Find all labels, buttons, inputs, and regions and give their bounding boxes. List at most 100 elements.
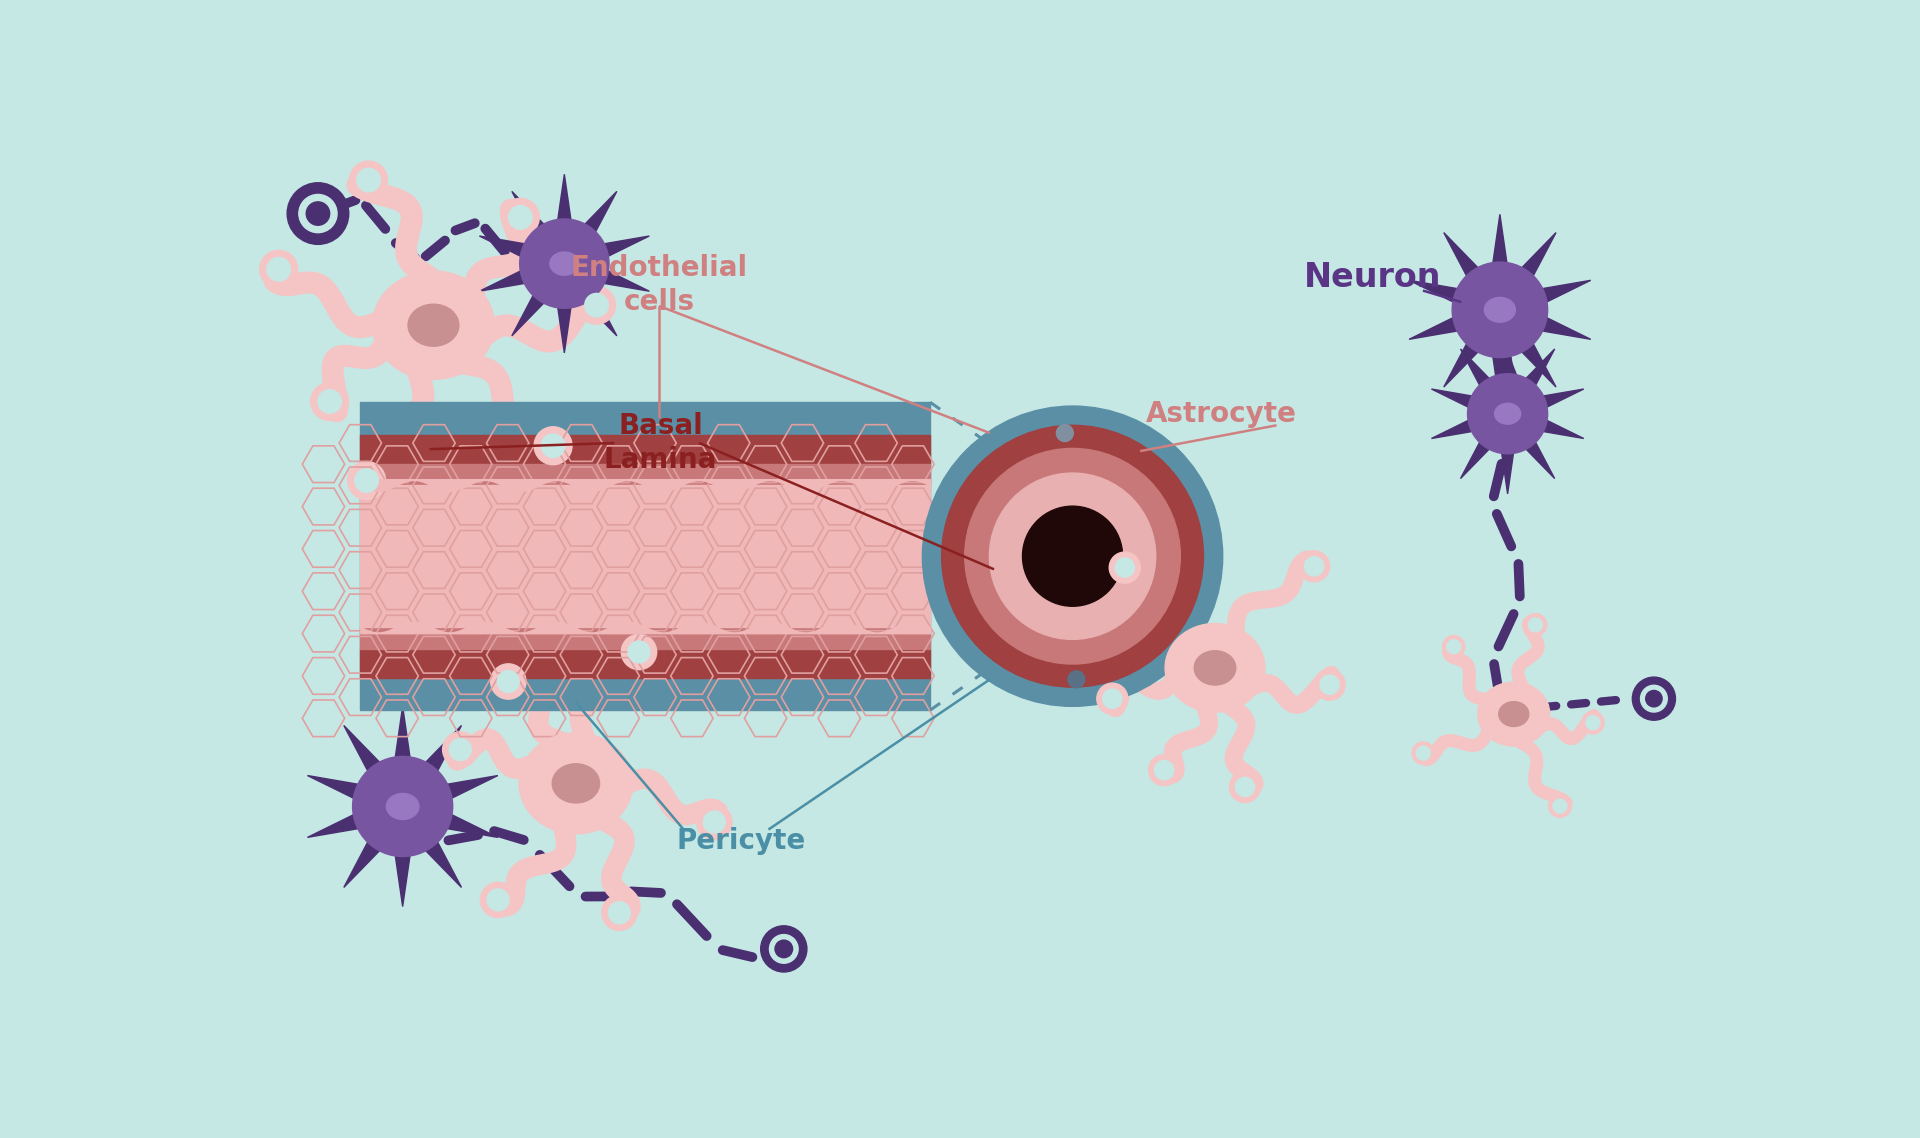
Circle shape [501, 198, 540, 237]
Ellipse shape [409, 304, 459, 346]
Circle shape [770, 934, 799, 963]
Text: Pericyte: Pericyte [678, 827, 806, 855]
Circle shape [488, 889, 509, 910]
Polygon shape [599, 269, 649, 291]
Circle shape [964, 448, 1181, 663]
Text: Astrocyte: Astrocyte [1146, 399, 1296, 428]
Circle shape [492, 663, 526, 699]
Circle shape [267, 257, 290, 281]
Ellipse shape [372, 271, 495, 379]
Polygon shape [1409, 280, 1461, 304]
Circle shape [1528, 618, 1542, 632]
Circle shape [353, 757, 453, 857]
Circle shape [259, 250, 298, 288]
Ellipse shape [1478, 682, 1549, 747]
Polygon shape [582, 291, 616, 336]
Circle shape [922, 406, 1223, 707]
Circle shape [1116, 558, 1135, 577]
Circle shape [1640, 685, 1667, 712]
Polygon shape [1461, 349, 1492, 389]
Ellipse shape [1484, 297, 1515, 322]
Text: Endothelial
cells: Endothelial cells [570, 254, 747, 316]
Circle shape [1586, 716, 1599, 729]
Circle shape [319, 389, 342, 413]
Circle shape [1632, 677, 1676, 720]
Polygon shape [599, 236, 649, 258]
Polygon shape [1523, 349, 1555, 389]
Polygon shape [1432, 389, 1476, 409]
Circle shape [1467, 373, 1548, 454]
Ellipse shape [1500, 702, 1528, 726]
Polygon shape [1538, 315, 1590, 339]
Polygon shape [1444, 339, 1480, 387]
Ellipse shape [553, 764, 599, 803]
Bar [361, 402, 929, 710]
Polygon shape [396, 851, 411, 907]
Polygon shape [396, 707, 411, 762]
Polygon shape [1492, 352, 1507, 405]
Circle shape [1304, 556, 1323, 576]
Circle shape [609, 901, 630, 924]
Circle shape [697, 805, 732, 840]
Polygon shape [1409, 315, 1461, 339]
Bar [361, 627, 929, 649]
Text: Neuron: Neuron [1304, 261, 1442, 294]
Circle shape [1068, 671, 1085, 687]
Polygon shape [513, 191, 547, 236]
Polygon shape [1501, 450, 1515, 494]
Polygon shape [1492, 214, 1507, 267]
Circle shape [1645, 691, 1663, 707]
Circle shape [1096, 683, 1127, 715]
Ellipse shape [1165, 624, 1265, 712]
Polygon shape [1444, 232, 1480, 280]
Polygon shape [480, 236, 530, 258]
Bar [361, 649, 929, 678]
Circle shape [1023, 506, 1123, 607]
Bar [361, 486, 929, 627]
Ellipse shape [1194, 651, 1236, 685]
Circle shape [288, 183, 349, 245]
Polygon shape [557, 174, 572, 224]
Circle shape [1582, 711, 1603, 734]
Polygon shape [1519, 339, 1555, 387]
Circle shape [1321, 675, 1340, 694]
Ellipse shape [549, 251, 578, 275]
Bar [361, 464, 929, 486]
Polygon shape [582, 191, 616, 236]
Circle shape [1524, 613, 1548, 636]
Polygon shape [480, 269, 530, 291]
Polygon shape [1540, 419, 1584, 438]
Circle shape [311, 382, 349, 420]
Polygon shape [1519, 232, 1555, 280]
Circle shape [776, 940, 793, 958]
Circle shape [1313, 669, 1346, 700]
Circle shape [989, 473, 1156, 640]
Circle shape [628, 641, 651, 663]
Circle shape [1549, 795, 1571, 817]
Polygon shape [1461, 438, 1492, 479]
Polygon shape [1501, 333, 1515, 378]
Circle shape [1154, 760, 1173, 780]
Circle shape [1442, 635, 1465, 658]
Bar [361, 435, 929, 464]
Polygon shape [1540, 389, 1584, 409]
Circle shape [520, 218, 609, 308]
Polygon shape [344, 838, 384, 888]
Circle shape [1417, 747, 1430, 760]
Polygon shape [344, 726, 384, 775]
Polygon shape [307, 775, 363, 800]
Circle shape [480, 882, 516, 917]
Circle shape [1102, 690, 1121, 708]
Circle shape [509, 206, 532, 229]
Circle shape [941, 426, 1204, 687]
Circle shape [444, 732, 478, 767]
Circle shape [300, 195, 338, 232]
Circle shape [541, 434, 564, 457]
Polygon shape [513, 291, 547, 336]
Polygon shape [422, 726, 461, 775]
Circle shape [601, 896, 637, 931]
Circle shape [703, 811, 726, 833]
Circle shape [449, 739, 470, 760]
Circle shape [1229, 772, 1260, 802]
Ellipse shape [386, 793, 419, 819]
